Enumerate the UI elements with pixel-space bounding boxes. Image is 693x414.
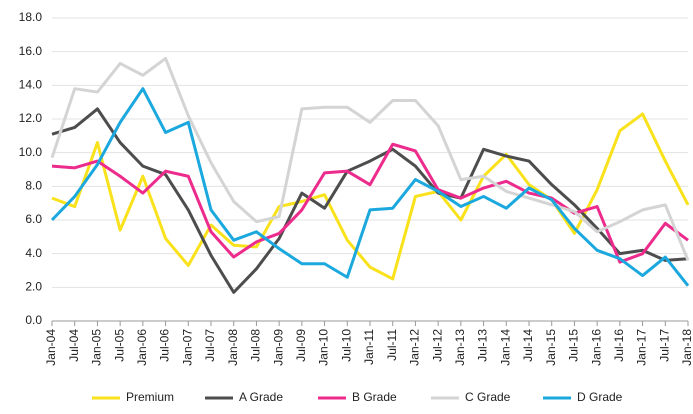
- x-tick-label: Jan-05: [90, 329, 104, 366]
- x-tick-label: Jan-13: [453, 329, 467, 366]
- x-tick-label: Jul-12: [430, 329, 444, 362]
- x-tick-label: Jul-04: [67, 329, 81, 362]
- x-tick-label: Jul-13: [476, 329, 490, 362]
- series-line: [51, 107, 689, 294]
- x-tick-label: Jan-07: [180, 329, 194, 366]
- y-tick-label: 18.0: [19, 10, 43, 24]
- x-tick-label: Jan-16: [589, 329, 603, 366]
- x-tick-label: Jan-17: [635, 329, 649, 366]
- x-tick-label: Jan-11: [362, 329, 376, 365]
- x-tick-label: Jul-11: [385, 329, 399, 361]
- x-tick-label: Jul-07: [203, 329, 217, 362]
- y-tick-label: 8.0: [25, 179, 42, 193]
- y-tick-label: 4.0: [25, 246, 42, 260]
- x-tick-label: Jan-06: [135, 329, 149, 366]
- x-tick-label: Jan-04: [44, 329, 58, 366]
- x-tick-label: Jul-08: [249, 329, 263, 362]
- legend-label: D Grade: [577, 390, 623, 404]
- y-tick-label: 16.0: [19, 44, 43, 58]
- legend-label: B Grade: [352, 390, 397, 404]
- x-tick-label: Jan-15: [544, 329, 558, 366]
- x-tick-label: Jul-09: [294, 329, 308, 362]
- y-tick-label: 2.0: [25, 280, 42, 294]
- x-tick-label: Jul-15: [567, 329, 581, 362]
- x-tick-label: Jul-14: [521, 329, 535, 362]
- x-tick-label: Jan-18: [680, 329, 693, 366]
- y-tick-label: 0.0: [25, 313, 42, 327]
- x-tick-label: Jan-10: [317, 329, 331, 366]
- x-tick-label: Jan-09: [271, 329, 285, 366]
- legend-label: A Grade: [239, 390, 283, 404]
- series-line: [50, 87, 690, 287]
- x-tick-label: Jan-12: [408, 329, 422, 366]
- x-tick-label: Jul-16: [612, 329, 626, 362]
- series-line: [50, 56, 690, 261]
- legend-label: C Grade: [465, 390, 511, 404]
- x-tick-label: Jan-14: [498, 329, 512, 366]
- y-tick-label: 10.0: [19, 145, 43, 159]
- x-tick-label: Jul-17: [657, 329, 671, 362]
- y-tick-label: 14.0: [19, 78, 43, 92]
- y-tick-label: 12.0: [19, 111, 43, 125]
- y-tick-label: 6.0: [25, 212, 42, 226]
- series-line: [51, 142, 689, 264]
- x-tick-label: Jul-05: [112, 329, 126, 362]
- x-tick-label: Jul-10: [339, 329, 353, 362]
- x-tick-label: Jul-06: [158, 329, 172, 362]
- x-tick-label: Jan-08: [226, 329, 240, 366]
- legend-label: Premium: [126, 390, 174, 404]
- series-line: [51, 112, 690, 281]
